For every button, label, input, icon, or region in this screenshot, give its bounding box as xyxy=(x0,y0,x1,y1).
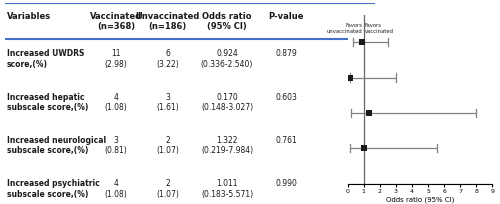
Text: Favors
unvaccinated: Favors unvaccinated xyxy=(326,23,362,34)
X-axis label: Odds ratio (95% CI): Odds ratio (95% CI) xyxy=(386,195,454,202)
Text: 0.170
(0.148-3.027): 0.170 (0.148-3.027) xyxy=(201,92,253,112)
Text: 2
(1.07): 2 (1.07) xyxy=(156,178,179,198)
Text: 4
(1.08): 4 (1.08) xyxy=(104,92,128,112)
Text: Increased hepatic
subscale score,(%): Increased hepatic subscale score,(%) xyxy=(7,92,88,112)
Text: 1.322
(0.219-7.984): 1.322 (0.219-7.984) xyxy=(201,135,253,155)
Text: Increased psychiatric
subscale score,(%): Increased psychiatric subscale score,(%) xyxy=(7,178,100,198)
Text: 6
(3.22): 6 (3.22) xyxy=(156,49,179,68)
Text: Increased UWDRS
score,(%): Increased UWDRS score,(%) xyxy=(7,49,84,68)
Text: 11
(2.98): 11 (2.98) xyxy=(104,49,128,68)
Text: Vaccinated
(n=368): Vaccinated (n=368) xyxy=(90,12,142,31)
Text: 2
(1.07): 2 (1.07) xyxy=(156,135,179,155)
Text: 0.761: 0.761 xyxy=(276,135,297,144)
Text: Increased neurological
subscale score,(%): Increased neurological subscale score,(%… xyxy=(7,135,106,155)
Text: Odds ratio
(95% CI): Odds ratio (95% CI) xyxy=(202,12,252,31)
Text: Variables: Variables xyxy=(7,12,51,21)
Text: 3
(1.61): 3 (1.61) xyxy=(156,92,179,112)
Text: 0.603: 0.603 xyxy=(276,92,297,101)
Text: 4
(1.08): 4 (1.08) xyxy=(104,178,128,198)
Text: 0.924
(0.336-2.540): 0.924 (0.336-2.540) xyxy=(201,49,253,68)
Text: Favors
vaccinated: Favors vaccinated xyxy=(365,23,394,34)
Text: 0.990: 0.990 xyxy=(276,178,297,187)
Text: Unvaccinated
(n=186): Unvaccinated (n=186) xyxy=(136,12,200,31)
Text: 1.011
(0.183-5.571): 1.011 (0.183-5.571) xyxy=(201,178,253,198)
Text: P-value: P-value xyxy=(268,12,304,21)
Text: 0.879: 0.879 xyxy=(276,49,297,58)
Text: 3
(0.81): 3 (0.81) xyxy=(104,135,128,155)
